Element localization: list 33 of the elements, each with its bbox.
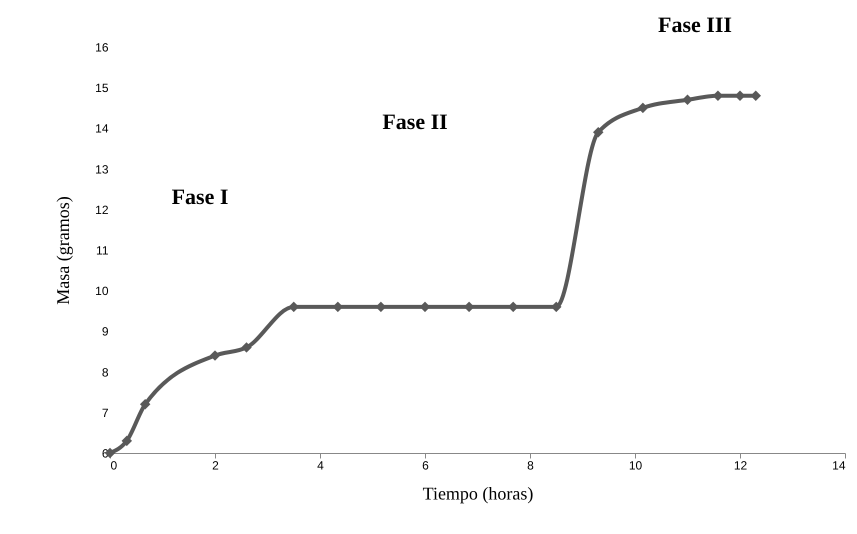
y-tick-label: 15 [95,81,109,96]
annotation: Fase I [172,184,228,209]
x-tick-label: 6 [422,458,430,472]
point [638,102,648,114]
y-tick-label: 9 [102,324,109,339]
x-tick-label: 2 [212,458,220,472]
point [750,90,761,101]
point [593,127,604,138]
point [241,342,252,353]
x-tick-label: 14 [832,458,846,472]
annotation: Fase II [382,109,448,134]
y-tick-label: 13 [95,162,109,176]
x-tick-label: 4 [317,458,324,472]
y-tick-label: 12 [95,202,109,217]
y-tick-label: 14 [95,122,109,136]
x-axis-title: Tiempo (horas) [422,484,534,504]
y-tick-label: 16 [95,40,109,54]
y-tick-label: 7 [102,406,109,420]
point [551,302,562,312]
point [210,350,220,361]
x-tick-label: 0 [110,458,118,472]
x-tick-label: 12 [734,458,748,472]
point [682,94,693,106]
point [140,399,150,410]
y-tick-label: 8 [102,365,109,380]
x-tick-label: 10 [628,458,642,472]
point [122,436,132,446]
y-tick-label: 10 [95,284,109,298]
y-tick-label: 11 [96,244,109,258]
y-axis-title: Masa (gramos) [53,196,74,305]
point [288,302,299,312]
x-tick-label: 8 [527,458,534,472]
text: Fase III [658,12,732,37]
